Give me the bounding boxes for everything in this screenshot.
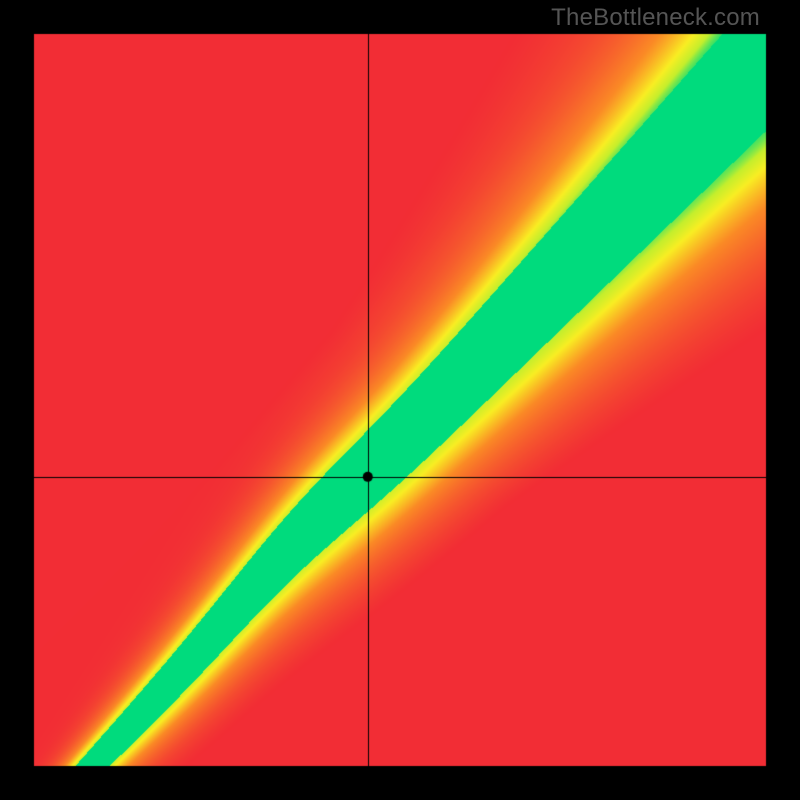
watermark-label: TheBottleneck.com xyxy=(551,4,760,32)
chart-container: TheBottleneck.com xyxy=(0,0,800,800)
heatmap-canvas xyxy=(0,0,800,800)
